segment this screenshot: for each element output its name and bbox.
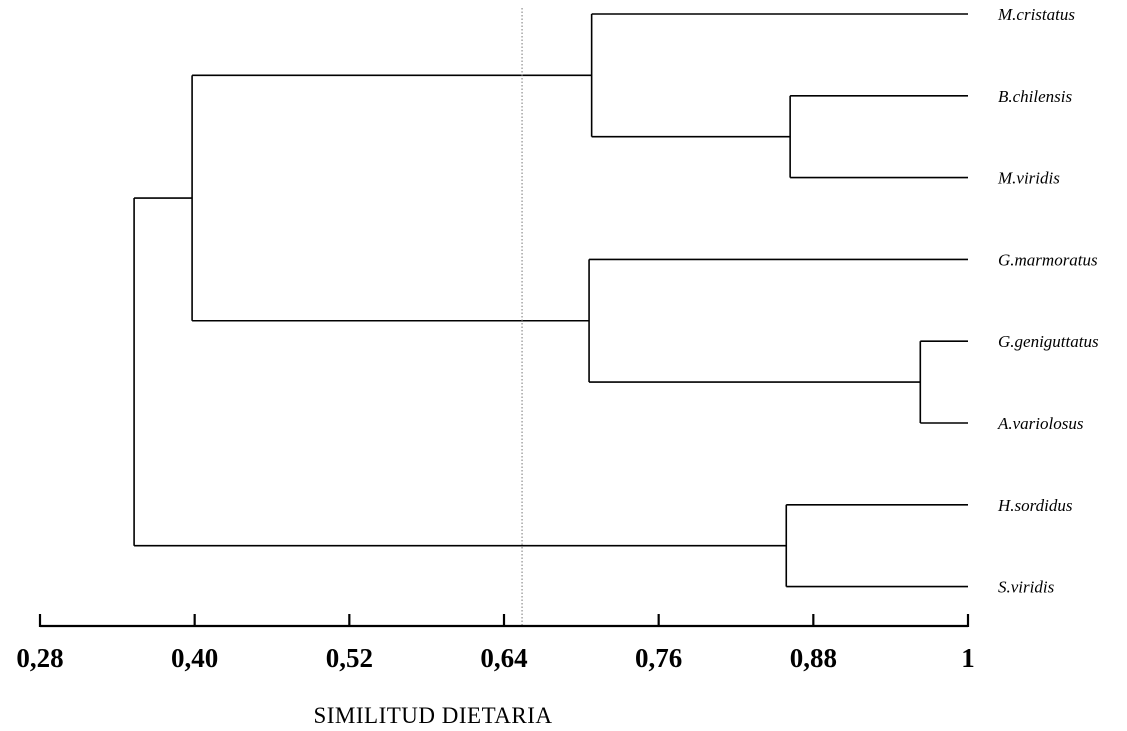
tick-label: 0,76 bbox=[635, 643, 682, 673]
leaf-label: G.marmoratus bbox=[998, 250, 1098, 269]
tick-label: 0,40 bbox=[171, 643, 218, 673]
leaf-label: M.viridis bbox=[997, 169, 1060, 188]
leaf-label: G.geniguttatus bbox=[998, 332, 1099, 351]
tick-label: 0,64 bbox=[480, 643, 527, 673]
tick-label: 0,28 bbox=[16, 643, 63, 673]
leaf-label: B.chilensis bbox=[998, 87, 1073, 106]
leaf-labels: M.cristatus B.chilensis M.viridis G.marmora… bbox=[997, 5, 1099, 597]
axis-title: SIMILITUD DIETARIA bbox=[313, 703, 552, 728]
similarity-axis: 0,28 0,40 0,52 0,64 0,76 0,88 1 bbox=[16, 614, 975, 673]
dendrogram-branches bbox=[133, 13, 968, 588]
leaf-label: A.variolosus bbox=[997, 414, 1084, 433]
tick-label: 0,88 bbox=[790, 643, 837, 673]
leaf-label: S.viridis bbox=[998, 578, 1055, 597]
leaf-label: M.cristatus bbox=[997, 5, 1075, 24]
leaf-label: H.sordidus bbox=[997, 496, 1073, 515]
tick-label: 0,52 bbox=[326, 643, 373, 673]
tick-label: 1 bbox=[961, 643, 975, 673]
